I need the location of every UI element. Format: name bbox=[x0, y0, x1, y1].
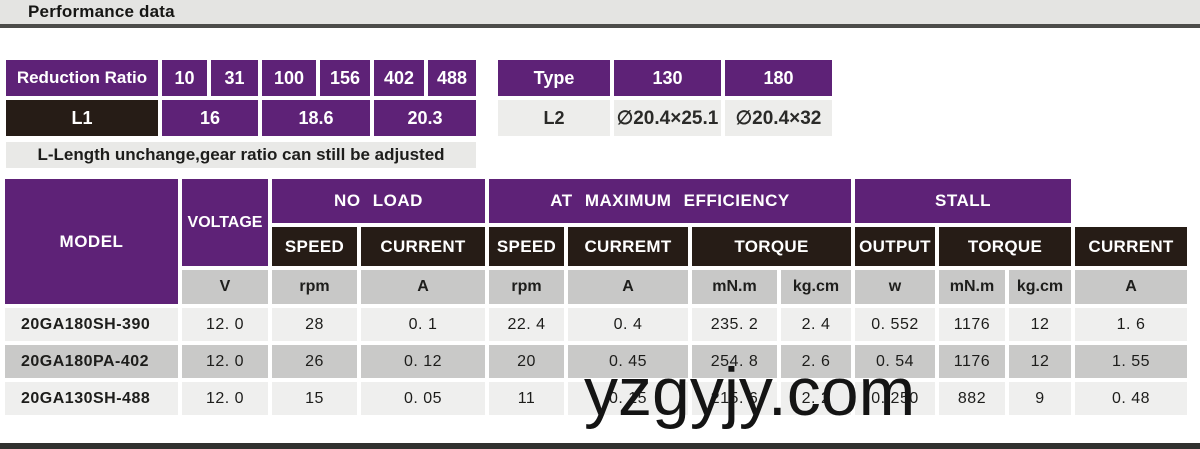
type-cell: 130 bbox=[614, 60, 721, 96]
subheader-current: CURRENT bbox=[361, 227, 485, 266]
reduction-ratio-block: Reduction Ratio 10 31 100 156 402 488 L1… bbox=[2, 56, 480, 168]
value-cell: 20 bbox=[489, 345, 564, 378]
group-stall: STALL bbox=[855, 179, 1071, 223]
subheader-speed: SPEED bbox=[489, 227, 564, 266]
l2-label: L2 bbox=[498, 100, 610, 136]
subheader-torque: TORQUE bbox=[939, 227, 1071, 266]
ratio-cell: 156 bbox=[320, 60, 370, 96]
l1-label: L1 bbox=[6, 100, 158, 136]
model-name: 20GA130SH-488 bbox=[5, 382, 178, 415]
value-cell: 1176 bbox=[939, 345, 1005, 378]
value-cell: 2. 6 bbox=[781, 345, 851, 378]
ratio-cell: 10 bbox=[162, 60, 207, 96]
model-header: MODEL bbox=[5, 179, 178, 304]
unit-cell: V bbox=[182, 270, 268, 304]
type-label: Type bbox=[498, 60, 610, 96]
unit-cell: rpm bbox=[272, 270, 357, 304]
value-cell: 1. 55 bbox=[1075, 345, 1187, 378]
value-cell: 0. 54 bbox=[855, 345, 935, 378]
value-cell: 0. 15 bbox=[568, 382, 688, 415]
value-cell: 12 bbox=[1009, 308, 1071, 341]
value-cell: 12. 0 bbox=[182, 308, 268, 341]
value-cell: 0. 12 bbox=[361, 345, 485, 378]
unit-cell: kg.cm bbox=[781, 270, 851, 304]
performance-table: MODEL VOLTAGE NO LOAD AT MAXIMUM EFFICIE… bbox=[1, 175, 1191, 419]
spec-tables-zone: Reduction Ratio 10 31 100 156 402 488 L1… bbox=[2, 56, 1200, 168]
subheader-current: CURREMT bbox=[568, 227, 688, 266]
bottom-rule bbox=[0, 443, 1200, 449]
value-cell: 0. 1 bbox=[361, 308, 485, 341]
value-cell: 254. 8 bbox=[692, 345, 777, 378]
subheader-current: CURRENT bbox=[1075, 227, 1187, 266]
page-title: Performance data bbox=[28, 2, 175, 21]
value-cell: 1176 bbox=[939, 308, 1005, 341]
value-cell: 15 bbox=[272, 382, 357, 415]
subheader-speed: SPEED bbox=[272, 227, 357, 266]
model-name: 20GA180SH-390 bbox=[5, 308, 178, 341]
value-cell: 28 bbox=[272, 308, 357, 341]
unit-cell: rpm bbox=[489, 270, 564, 304]
unit-cell: A bbox=[1075, 270, 1187, 304]
value-cell: 0. 250 bbox=[855, 382, 935, 415]
value-cell: 12. 0 bbox=[182, 345, 268, 378]
ratio-cell: 31 bbox=[211, 60, 258, 96]
value-cell: 12 bbox=[1009, 345, 1071, 378]
reduction-ratio-label: Reduction Ratio bbox=[6, 60, 158, 96]
value-cell: 215. 6 bbox=[692, 382, 777, 415]
subheader-torque: TORQUE bbox=[692, 227, 851, 266]
subheader-output: OUTPUT bbox=[855, 227, 935, 266]
value-cell: 9 bbox=[1009, 382, 1071, 415]
unit-cell: mN.m bbox=[939, 270, 1005, 304]
l1-value: 20.3 bbox=[374, 100, 476, 136]
group-max-efficiency: AT MAXIMUM EFFICIENCY bbox=[489, 179, 851, 223]
value-cell: 2. 4 bbox=[781, 308, 851, 341]
l2-value: ∅20.4×32 bbox=[725, 100, 832, 136]
section-header-bar: Performance data bbox=[0, 0, 1200, 28]
value-cell: 2. 2 bbox=[781, 382, 851, 415]
unit-cell: A bbox=[361, 270, 485, 304]
model-name: 20GA180PA-402 bbox=[5, 345, 178, 378]
value-cell: 882 bbox=[939, 382, 1005, 415]
value-cell: 235. 2 bbox=[692, 308, 777, 341]
voltage-header: VOLTAGE bbox=[182, 179, 268, 266]
type-cell: 180 bbox=[725, 60, 832, 96]
ratio-cell: 402 bbox=[374, 60, 424, 96]
unit-cell: w bbox=[855, 270, 935, 304]
ratio-cell: 100 bbox=[262, 60, 316, 96]
group-no-load: NO LOAD bbox=[272, 179, 485, 223]
value-cell: 0. 48 bbox=[1075, 382, 1187, 415]
ratio-cell: 488 bbox=[428, 60, 476, 96]
l1-value: 18.6 bbox=[262, 100, 370, 136]
unit-cell: mN.m bbox=[692, 270, 777, 304]
value-cell: 0. 05 bbox=[361, 382, 485, 415]
l1-value: 16 bbox=[162, 100, 258, 136]
reduction-ratio-table: Reduction Ratio 10 31 100 156 402 488 L1… bbox=[2, 56, 480, 140]
unit-cell: kg.cm bbox=[1009, 270, 1071, 304]
value-cell: 1. 6 bbox=[1075, 308, 1187, 341]
l2-value: ∅20.4×25.1 bbox=[614, 100, 721, 136]
value-cell: 11 bbox=[489, 382, 564, 415]
value-cell: 22. 4 bbox=[489, 308, 564, 341]
length-note: L-Length unchange,gear ratio can still b… bbox=[6, 142, 476, 168]
unit-cell: A bbox=[568, 270, 688, 304]
value-cell: 0. 45 bbox=[568, 345, 688, 378]
value-cell: 12. 0 bbox=[182, 382, 268, 415]
value-cell: 0. 552 bbox=[855, 308, 935, 341]
value-cell: 26 bbox=[272, 345, 357, 378]
value-cell: 0. 4 bbox=[568, 308, 688, 341]
type-table: Type 130 180 L2 ∅20.4×25.1 ∅20.4×32 bbox=[494, 56, 836, 140]
